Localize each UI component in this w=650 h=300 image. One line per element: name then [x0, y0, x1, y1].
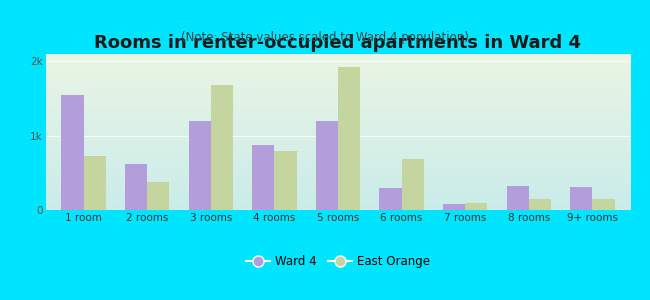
Title: Rooms in renter-occupied apartments in Ward 4: Rooms in renter-occupied apartments in W…	[94, 34, 582, 52]
Bar	[380, 188, 402, 210]
Legend: Ward 4, East Orange: Ward 4, East Orange	[242, 250, 434, 273]
Bar	[188, 121, 211, 210]
Bar	[61, 95, 84, 210]
Text: (Note: State values scaled to Ward 4 population): (Note: State values scaled to Ward 4 pop…	[181, 32, 469, 44]
Bar	[528, 199, 551, 210]
Bar	[148, 182, 170, 210]
Bar	[125, 164, 148, 210]
Bar	[443, 204, 465, 210]
Bar	[84, 156, 106, 210]
Bar	[274, 151, 296, 210]
Bar	[316, 121, 338, 210]
Bar	[506, 186, 528, 210]
Bar	[402, 159, 424, 210]
Bar	[211, 85, 233, 210]
Bar	[592, 199, 615, 210]
Bar	[252, 146, 274, 210]
Bar	[465, 203, 488, 210]
Bar	[338, 68, 360, 210]
Bar	[570, 187, 592, 210]
